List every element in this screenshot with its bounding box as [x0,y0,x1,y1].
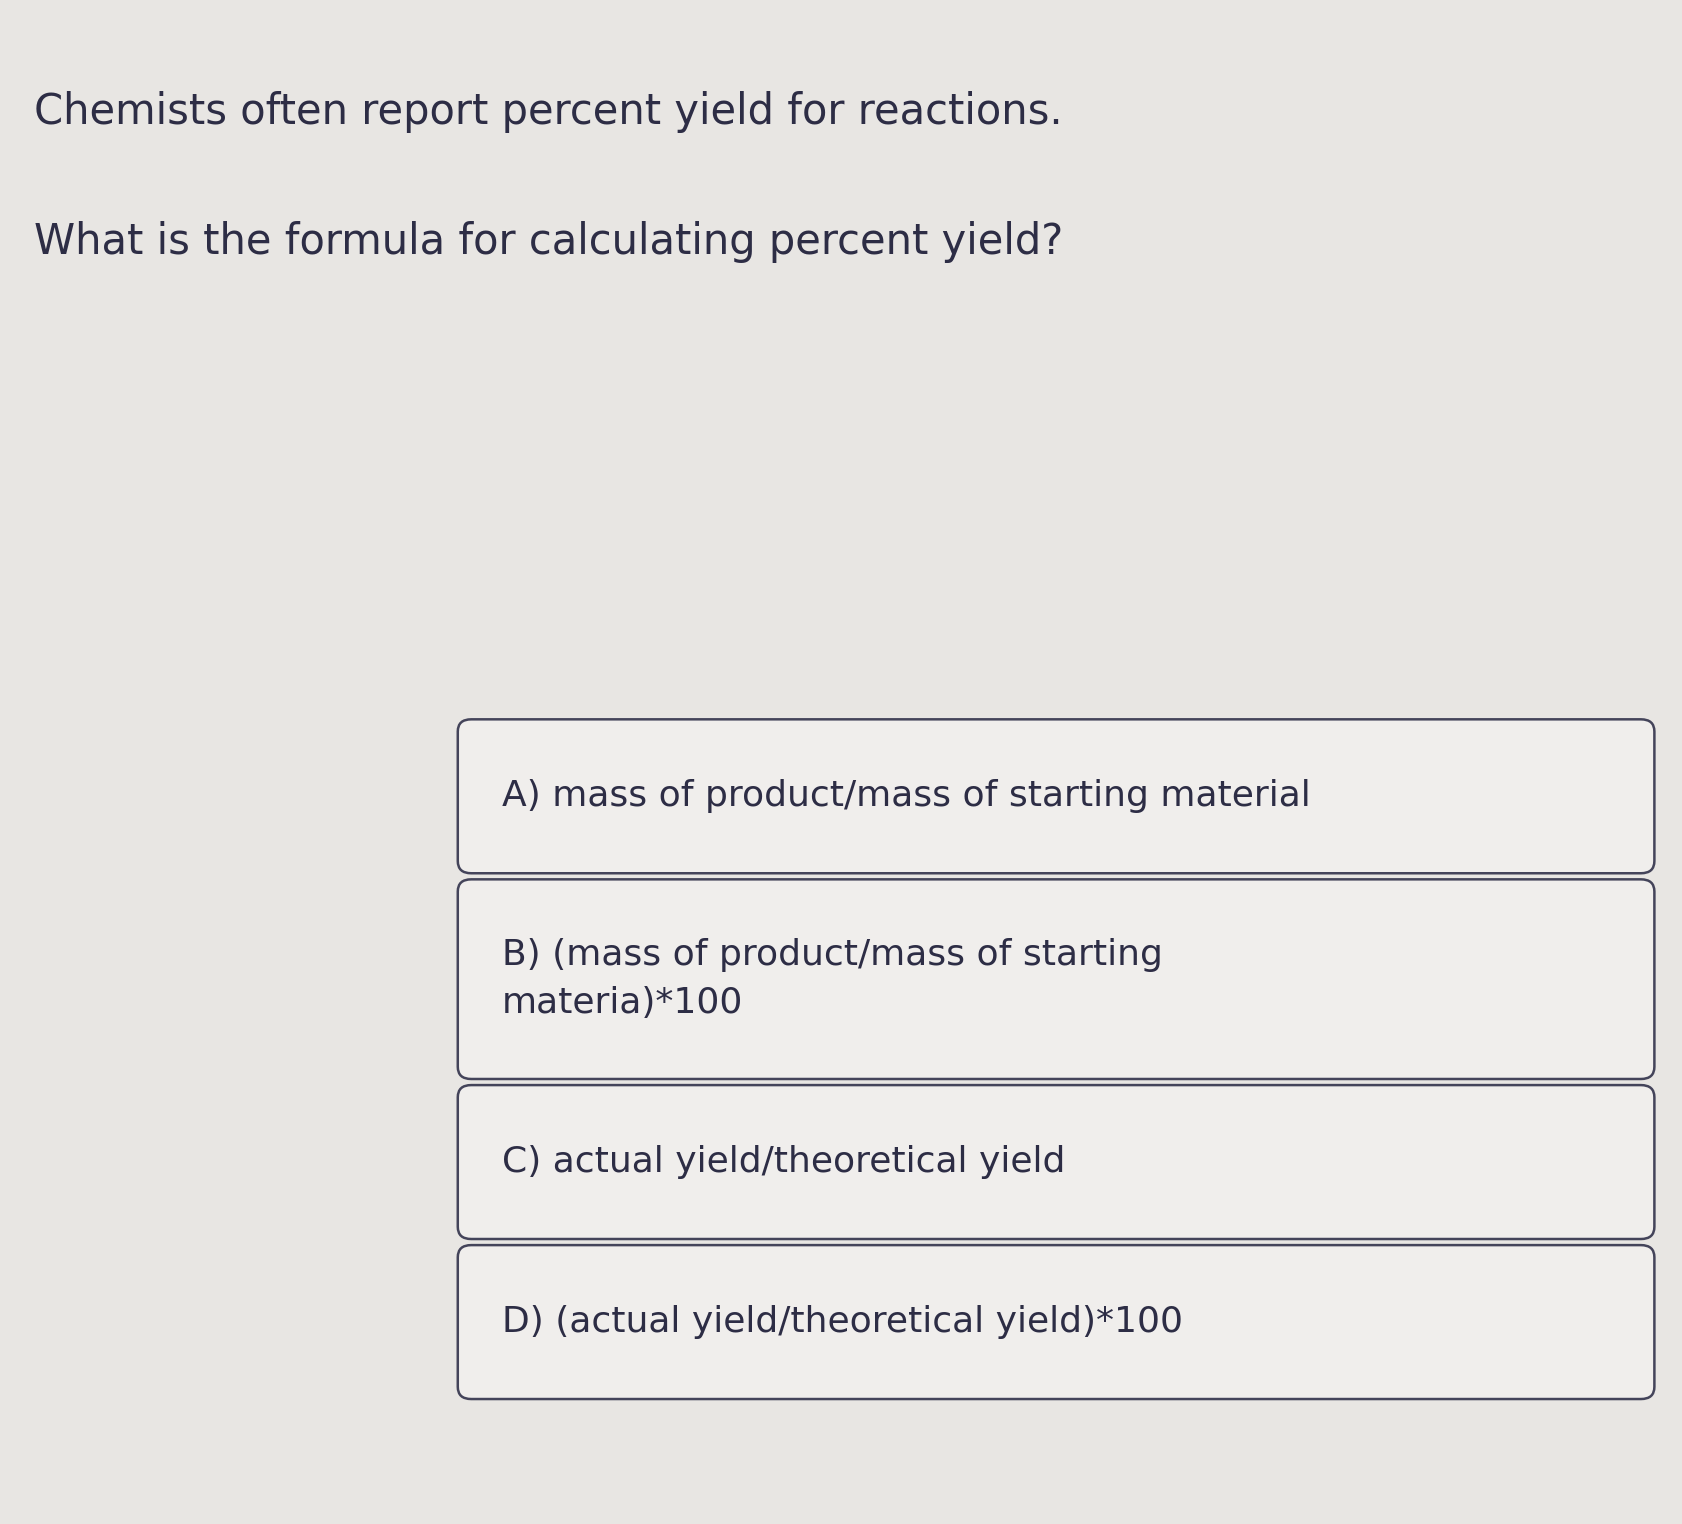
Text: B) (mass of product/mass of starting
materia)*100: B) (mass of product/mass of starting mat… [501,939,1162,1020]
Text: What is the formula for calculating percent yield?: What is the formula for calculating perc… [34,221,1063,264]
Text: Chemists often report percent yield for reactions.: Chemists often report percent yield for … [34,91,1061,134]
FancyBboxPatch shape [458,1085,1653,1239]
Text: C) actual yield/theoretical yield: C) actual yield/theoretical yield [501,1145,1065,1180]
FancyBboxPatch shape [458,719,1653,873]
FancyBboxPatch shape [458,879,1653,1079]
Text: D) (actual yield/theoretical yield)*100: D) (actual yield/theoretical yield)*100 [501,1305,1182,1340]
FancyBboxPatch shape [458,1245,1653,1399]
Text: A) mass of product/mass of starting material: A) mass of product/mass of starting mate… [501,779,1310,814]
